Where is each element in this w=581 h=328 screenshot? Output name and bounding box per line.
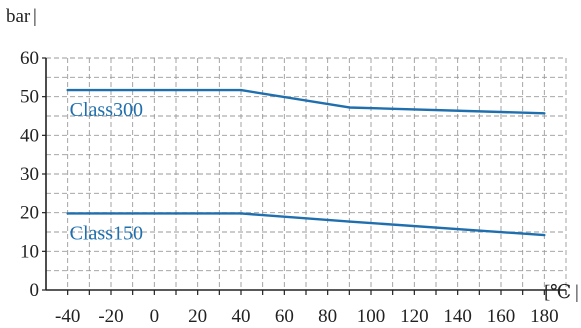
x-tick-label: 140: [443, 306, 472, 327]
x-tick-label: -40: [55, 306, 80, 327]
x-tick-label: 160: [487, 306, 516, 327]
series-line-class300: [66, 88, 546, 115]
y-tick-label: 40: [20, 125, 39, 146]
y-axis-unit-label: bar: [6, 6, 31, 27]
y-tick-label: 10: [20, 241, 39, 262]
x-tick-label: 0: [150, 306, 160, 327]
x-tick-label: 100: [357, 306, 386, 327]
x-tick-label: 80: [318, 306, 337, 327]
x-tick-label: 40: [232, 306, 251, 327]
tick-labels: 0 10 20 30 40 50 60 -40 -20 0 20 40 60 80 100 120 140 160…: [20, 48, 559, 327]
series-label-class300: Class300: [70, 99, 143, 121]
axes: [42, 57, 567, 295]
x-tick-label: 20: [188, 306, 207, 327]
x-tick-label: -20: [98, 306, 123, 327]
y-tick-label: 20: [20, 203, 39, 224]
series-line-class150: [66, 212, 546, 237]
y-tick-label: 50: [20, 87, 39, 108]
y-tick-label: 30: [20, 164, 39, 185]
x-axis-unit-close-bar: |: [575, 282, 579, 303]
y-tick-label: 0: [30, 280, 40, 301]
x-tick-label: 180: [530, 306, 559, 327]
y-axis-unit-bar: |: [33, 6, 37, 27]
x-tick-label: 120: [400, 306, 429, 327]
x-axis-unit-open-bracket: [: [544, 282, 550, 303]
grid: [46, 57, 567, 290]
series-lines: Class300 Class150: [66, 88, 546, 244]
x-axis-unit-label: ℃: [550, 282, 571, 303]
series-label-class150: Class150: [70, 222, 143, 244]
x-tick-label: 60: [275, 306, 294, 327]
y-tick-label: 60: [20, 48, 39, 69]
